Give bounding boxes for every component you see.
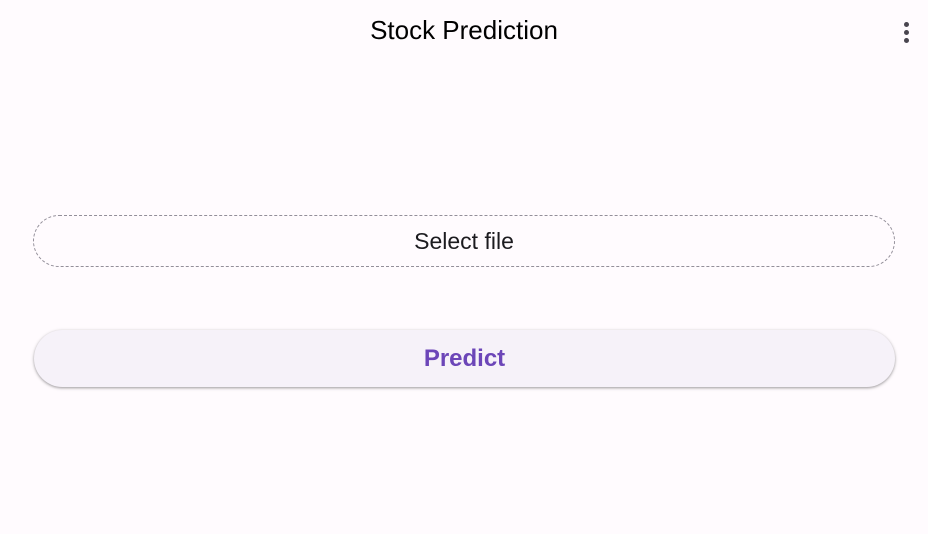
more-vert-icon-dot-bottom xyxy=(903,37,909,43)
predict-button[interactable]: Predict xyxy=(34,330,895,387)
select-file-button[interactable]: Select file xyxy=(33,215,895,267)
page-title: Stock Prediction xyxy=(370,15,558,45)
more-vert-icon xyxy=(903,21,909,27)
overflow-menu-button[interactable] xyxy=(890,14,922,50)
predict-label: Predict xyxy=(423,344,506,372)
more-vert-icon-dot-middle xyxy=(903,29,909,35)
app-bar: Stock Prediction xyxy=(0,0,928,62)
select-file-label: Select file xyxy=(414,227,514,254)
